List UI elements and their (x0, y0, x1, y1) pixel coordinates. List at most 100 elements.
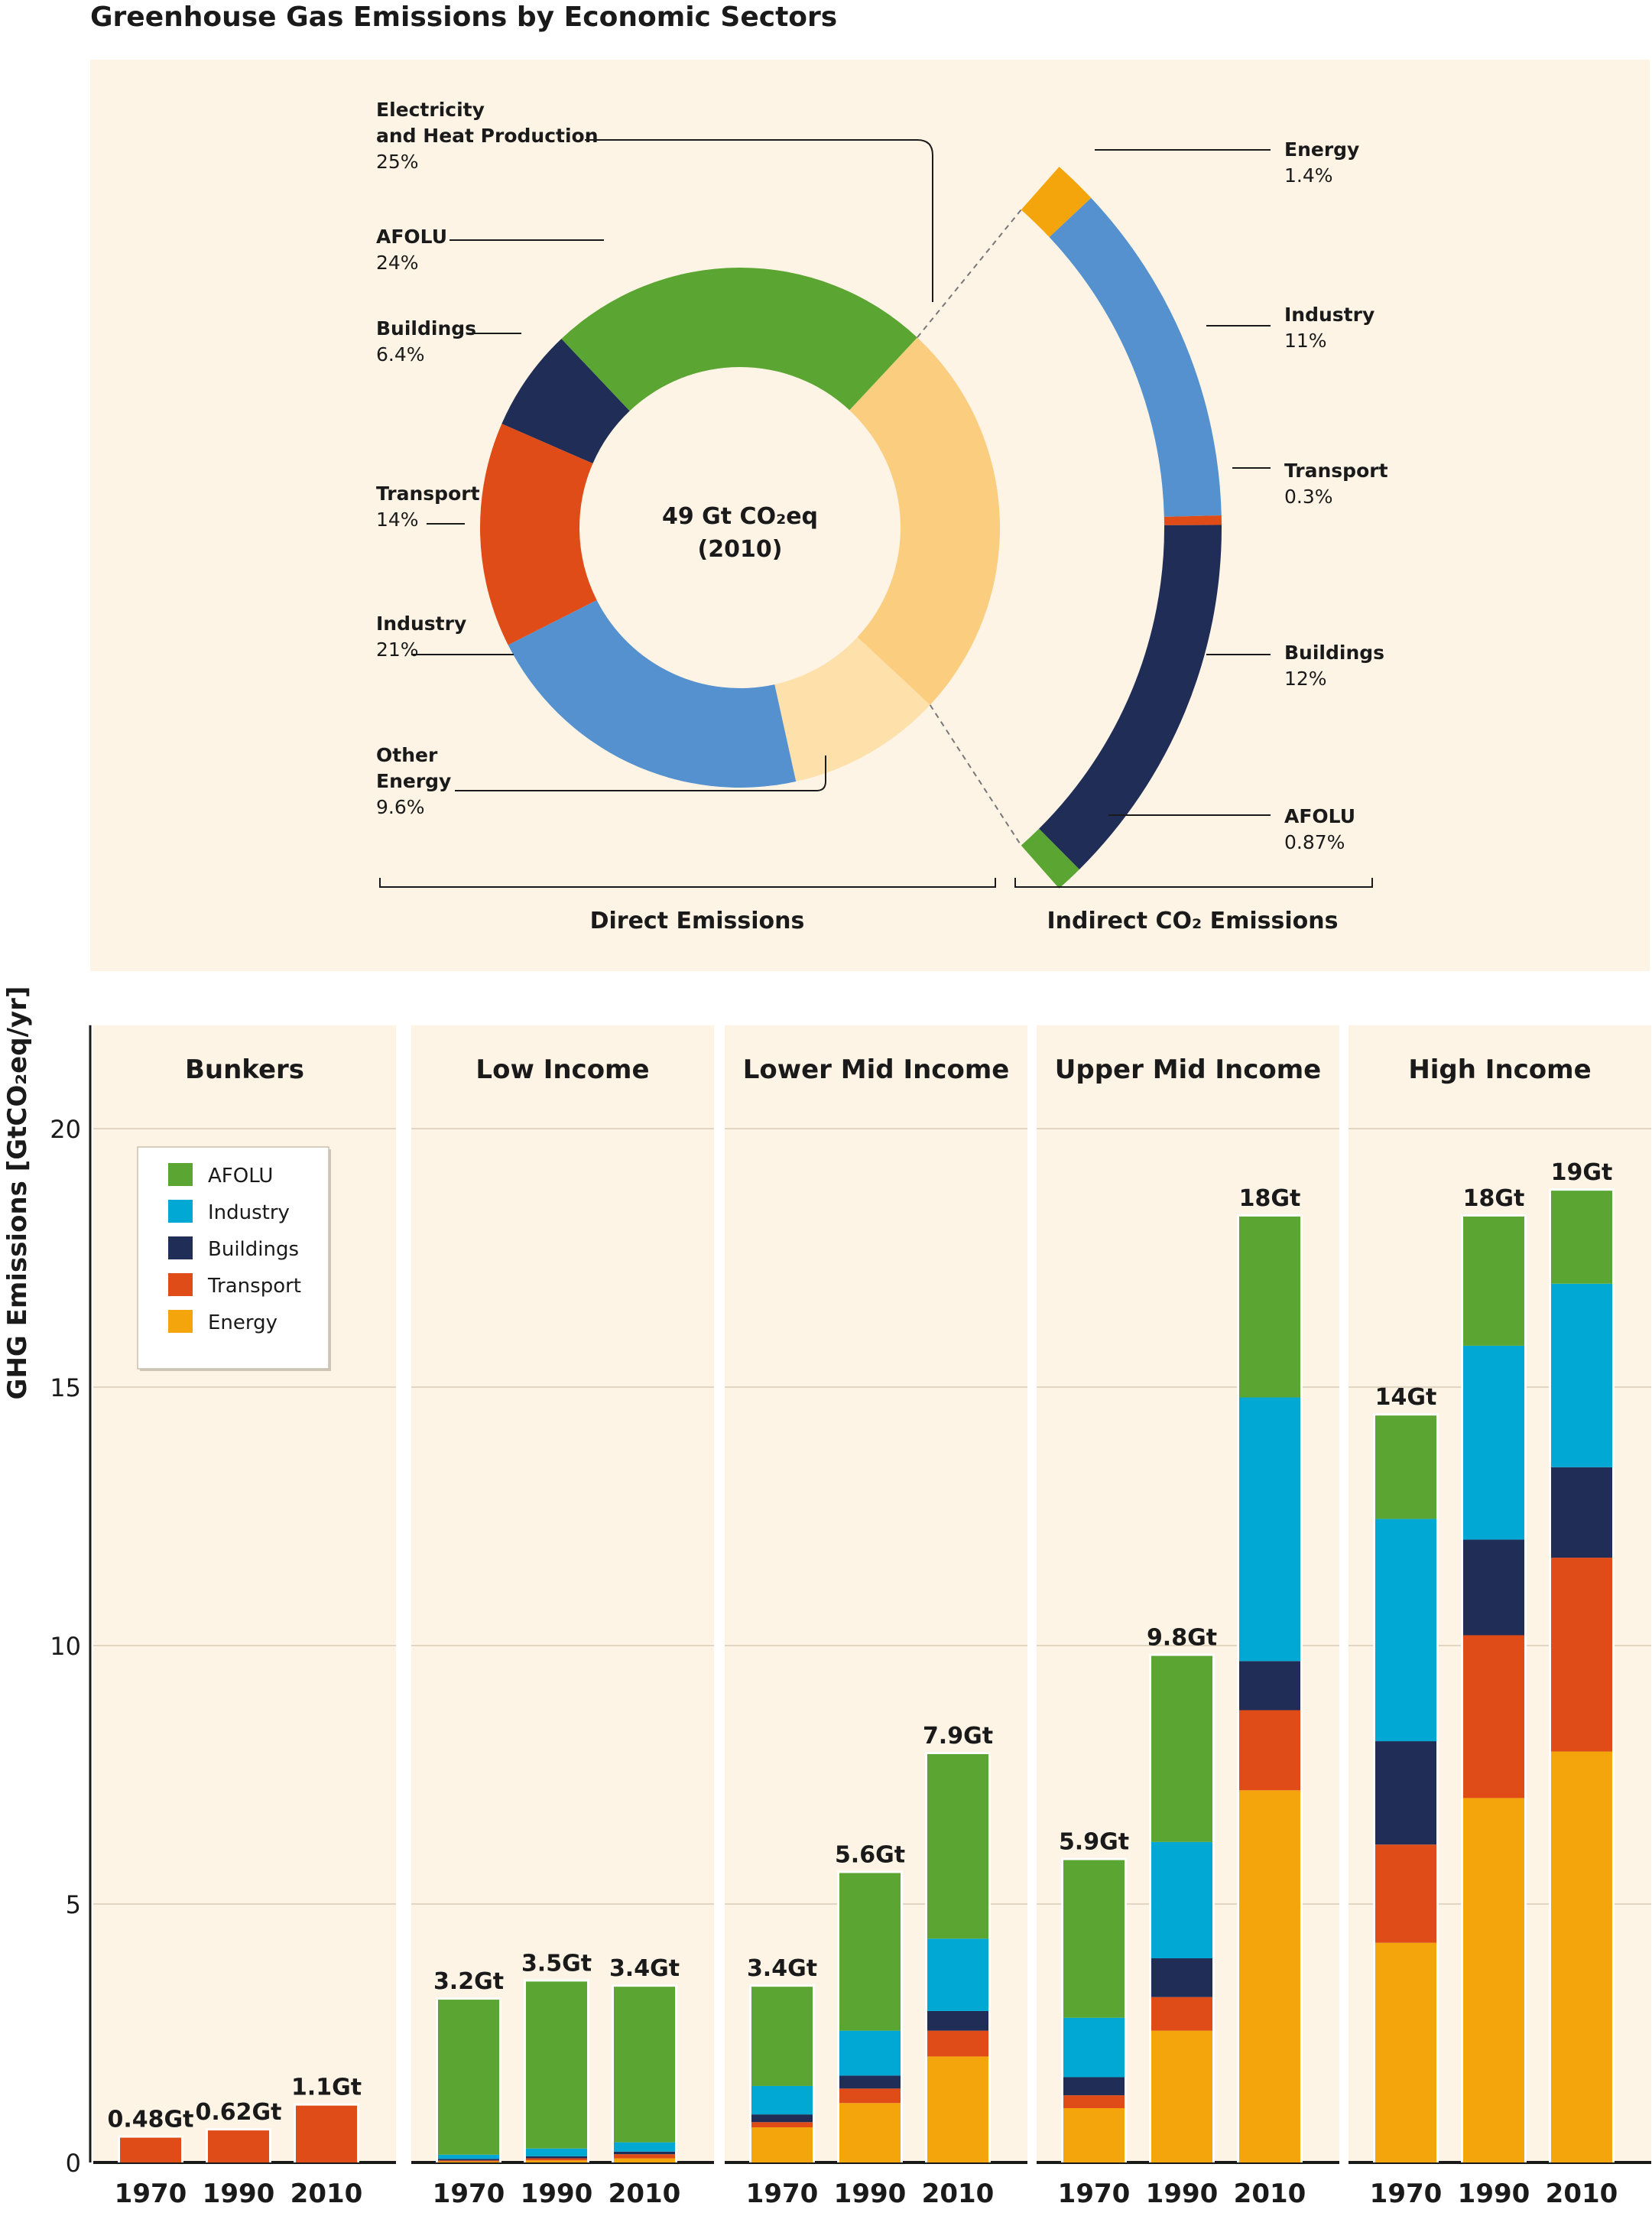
group-label-indirect: Indirect CO₂ Emissions (1047, 908, 1339, 934)
bar-segment-upper-mid-income-1970-transport (1063, 2095, 1125, 2109)
indirect-value-energy: 1.4% (1284, 164, 1333, 187)
bar-total-label-high-income-2010: 19Gt (1551, 1159, 1613, 1186)
indirect-value-afolu: 0.87% (1284, 831, 1345, 853)
indirect-slice-industry (1049, 197, 1222, 517)
bar-segment-low-income-2010-buildings (614, 2151, 675, 2155)
donut-slice-electricity-and-heat-production (849, 337, 1001, 705)
direct-value-electricity-and-heat-production: 25% (376, 151, 419, 173)
donut-slice-industry (508, 599, 797, 788)
indirect-label-industry: Industry (1284, 304, 1375, 326)
bar-segment-lower-mid-income-2010-industry (927, 1938, 988, 2011)
legend-swatch-afolu (168, 1163, 193, 1186)
legend-label-energy: Energy (208, 1311, 277, 1334)
bracket-direct (379, 878, 996, 888)
bar-total-label-bunkers-1990: 0.62Gt (196, 2099, 282, 2126)
direct-value-afolu: 24% (376, 252, 419, 274)
bar-total-label-low-income-1970: 3.2Gt (433, 1968, 504, 1995)
bar-segment-low-income-1970-transport (438, 2160, 499, 2162)
bar-segment-lower-mid-income-1990-industry (839, 2030, 901, 2076)
bar-total-label-upper-mid-income-1990: 9.8Gt (1147, 1625, 1217, 1652)
direct-label-transport: Transport (376, 483, 480, 505)
bar-segment-upper-mid-income-1970-industry (1063, 2017, 1125, 2078)
bar-segment-high-income-1990-transport (1463, 1635, 1524, 1798)
bar-segment-low-income-2010-afolu (614, 1987, 675, 2143)
bar-segment-high-income-2010-buildings (1551, 1467, 1612, 1558)
indirect-slice-energy (1021, 167, 1092, 238)
y-tick-label: 10 (50, 1632, 81, 1661)
donut-panel-background (90, 60, 1650, 971)
bar-segment-bunkers-1990-transport (208, 2130, 269, 2162)
bar-segment-low-income-2010-industry (614, 2142, 675, 2152)
bar-segment-high-income-1990-afolu (1463, 1216, 1524, 1346)
bar-segment-high-income-1970-buildings (1375, 1741, 1436, 1845)
direct-label-afolu: AFOLU (376, 226, 447, 248)
panel-title-bunkers: Bunkers (185, 1054, 304, 1085)
leader-line-other-energy (455, 755, 826, 791)
legend-label-afolu: AFOLU (208, 1165, 273, 1188)
x-tick-label-lower-mid-income-1990: 1990 (834, 2179, 907, 2209)
bar-segment-lower-mid-income-1970-industry (751, 2085, 813, 2115)
bar-segment-high-income-2010-industry (1551, 1283, 1612, 1467)
indirect-slice-transport (1164, 515, 1222, 525)
indirect-label-transport: Transport (1284, 460, 1388, 482)
x-tick-label-high-income-1970: 1970 (1370, 2179, 1443, 2209)
panel-title-low-income: Low Income (475, 1054, 649, 1085)
direct-value-transport: 14% (376, 509, 419, 531)
x-tick-label-upper-mid-income-1970: 1970 (1058, 2179, 1131, 2209)
leader-line-electricity-and-heat-production (585, 139, 933, 302)
bar-total-label-upper-mid-income-1970: 5.9Gt (1059, 1829, 1129, 1856)
donut-slice-transport (479, 424, 597, 645)
x-tick-label-lower-mid-income-1970: 1970 (746, 2179, 819, 2209)
direct-label-other-energy: Other (376, 744, 438, 766)
bar-segment-upper-mid-income-1990-buildings (1151, 1958, 1212, 1997)
direct-label-electricity-and-heat-production: and Heat Production (376, 125, 599, 147)
direct-label-electricity-and-heat-production: Electricity (376, 99, 485, 121)
y-axis-label: GHG Emissions [GtCO₂eq/yr] (2, 986, 33, 1400)
bar-segment-upper-mid-income-1990-afolu (1151, 1656, 1212, 1842)
bar-total-label-low-income-2010: 3.4Gt (609, 1955, 680, 1982)
bar-segment-low-income-1990-afolu (526, 1981, 587, 2149)
x-tick-label-upper-mid-income-1990: 1990 (1146, 2179, 1219, 2209)
indirect-slice-afolu (1021, 828, 1079, 889)
x-tick-label-bunkers-2010: 2010 (290, 2179, 363, 2209)
direct-value-industry: 21% (376, 638, 419, 661)
bar-segment-low-income-1990-transport (526, 2158, 587, 2161)
group-label-direct: Direct Emissions (590, 908, 805, 934)
panel-title-high-income: High Income (1408, 1054, 1591, 1085)
indirect-value-buildings: 12% (1284, 668, 1327, 690)
direct-value-buildings: 6.4% (376, 343, 425, 366)
panel-title-lower-mid-income: Lower Mid Income (743, 1054, 1010, 1085)
indirect-label-energy: Energy (1284, 138, 1359, 161)
bar-segment-low-income-2010-transport (614, 2154, 675, 2159)
bar-segment-lower-mid-income-2010-transport (927, 2030, 988, 2057)
bar-segment-upper-mid-income-1970-energy (1063, 2108, 1125, 2162)
bar-total-label-high-income-1990: 18Gt (1463, 1185, 1525, 1212)
donut-slice-afolu (561, 268, 917, 411)
bar-segment-high-income-1970-transport (1375, 1844, 1436, 1943)
bar-segment-high-income-1990-energy (1463, 1798, 1524, 2162)
bar-segment-high-income-1970-afolu (1375, 1415, 1436, 1519)
bar-segment-low-income-1990-energy (526, 2160, 587, 2162)
connector-top (917, 209, 1022, 338)
bar-segment-low-income-1970-buildings (438, 2159, 499, 2161)
indirect-value-industry: 11% (1284, 330, 1327, 352)
y-tick-label: 15 (50, 1373, 81, 1402)
bar-chart: GHG Emissions [GtCO₂eq/yr] 0 5 10 15 20 Bunker… (2, 986, 1651, 2209)
y-tick-label: 20 (50, 1115, 81, 1144)
bar-segment-upper-mid-income-1990-transport (1151, 1997, 1212, 2031)
donut-chart: 49 Gt CO₂eq (2010) Electricity and Heat Pro… (90, 60, 1650, 971)
y-tick-label: 0 (66, 2149, 81, 2178)
bar-segment-lower-mid-income-1970-afolu (751, 1987, 813, 2086)
bar-segment-upper-mid-income-2010-afolu (1239, 1216, 1300, 1398)
connector-bottom (929, 704, 1022, 846)
bar-segment-upper-mid-income-1990-industry (1151, 1841, 1212, 1958)
bracket-indirect (1014, 878, 1373, 888)
donut-center-year: (2010) (698, 536, 783, 563)
bar-segment-lower-mid-income-1990-buildings (839, 2075, 901, 2089)
bar-segment-high-income-1970-energy (1375, 1942, 1436, 2162)
bar-segment-upper-mid-income-1970-buildings (1063, 2077, 1125, 2096)
legend-swatch-buildings (168, 1236, 193, 1259)
direct-value-other-energy: 9.6% (376, 796, 425, 818)
